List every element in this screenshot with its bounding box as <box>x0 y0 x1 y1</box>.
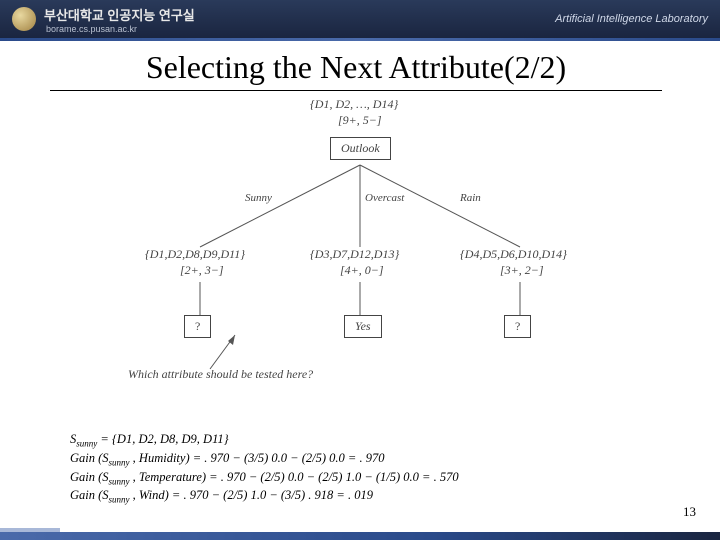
footer-bar <box>0 532 720 540</box>
calc-line-2: Gain (Ssunny , Humidity) = . 970 − (3/5)… <box>70 450 459 469</box>
edge-overcast: Overcast <box>365 192 404 204</box>
overcast-leaf-box: Yes <box>344 315 382 338</box>
calc-line-4: Gain (Ssunny , Wind) = . 970 − (2/5) 1.0… <box>70 487 459 506</box>
edge-sunny: Sunny <box>245 192 272 204</box>
sunny-set: {D1,D2,D8,D9,D11} <box>145 247 245 262</box>
calc-line-3: Gain (Ssunny , Temperature) = . 970 − (2… <box>70 469 459 488</box>
slide-header: 부산대학교 인공지능 연구실 borame.cs.pusan.ac.kr Art… <box>0 0 720 38</box>
decision-tree-diagram: {D1, D2, …, D14} [9+, 5−] Outlook Sunny … <box>80 97 640 397</box>
logo-icon <box>12 7 36 31</box>
sunny-counts: [2+, 3−] <box>180 263 224 278</box>
rain-set: {D4,D5,D6,D10,D14} <box>460 247 567 262</box>
sunny-leaf-box: ? <box>184 315 211 338</box>
root-counts: [9+, 5−] <box>338 113 382 128</box>
calc-line-1: Ssunny = {D1, D2, D8, D9, D11} <box>70 431 459 450</box>
header-sub: borame.cs.pusan.ac.kr <box>46 24 195 34</box>
header-korean: 부산대학교 인공지능 연구실 <box>44 5 195 24</box>
slide-title: Selecting the Next Attribute(2/2) <box>50 49 662 91</box>
edge-rain: Rain <box>460 192 481 204</box>
header-right: Artificial Intelligence Laboratory <box>555 13 708 25</box>
header-rule <box>0 38 720 41</box>
gain-calculations: Ssunny = {D1, D2, D8, D9, D11} Gain (Ssu… <box>70 431 459 506</box>
page-number: 13 <box>683 504 696 520</box>
rain-leaf-box: ? <box>504 315 531 338</box>
header-left: 부산대학교 인공지능 연구실 borame.cs.pusan.ac.kr <box>12 5 195 34</box>
rain-counts: [3+, 2−] <box>500 263 544 278</box>
root-node-box: Outlook <box>330 137 391 160</box>
tree-question: Which attribute should be tested here? <box>128 367 313 382</box>
overcast-counts: [4+, 0−] <box>340 263 384 278</box>
overcast-set: {D3,D7,D12,D13} <box>310 247 399 262</box>
root-set: {D1, D2, …, D14} <box>310 97 398 112</box>
